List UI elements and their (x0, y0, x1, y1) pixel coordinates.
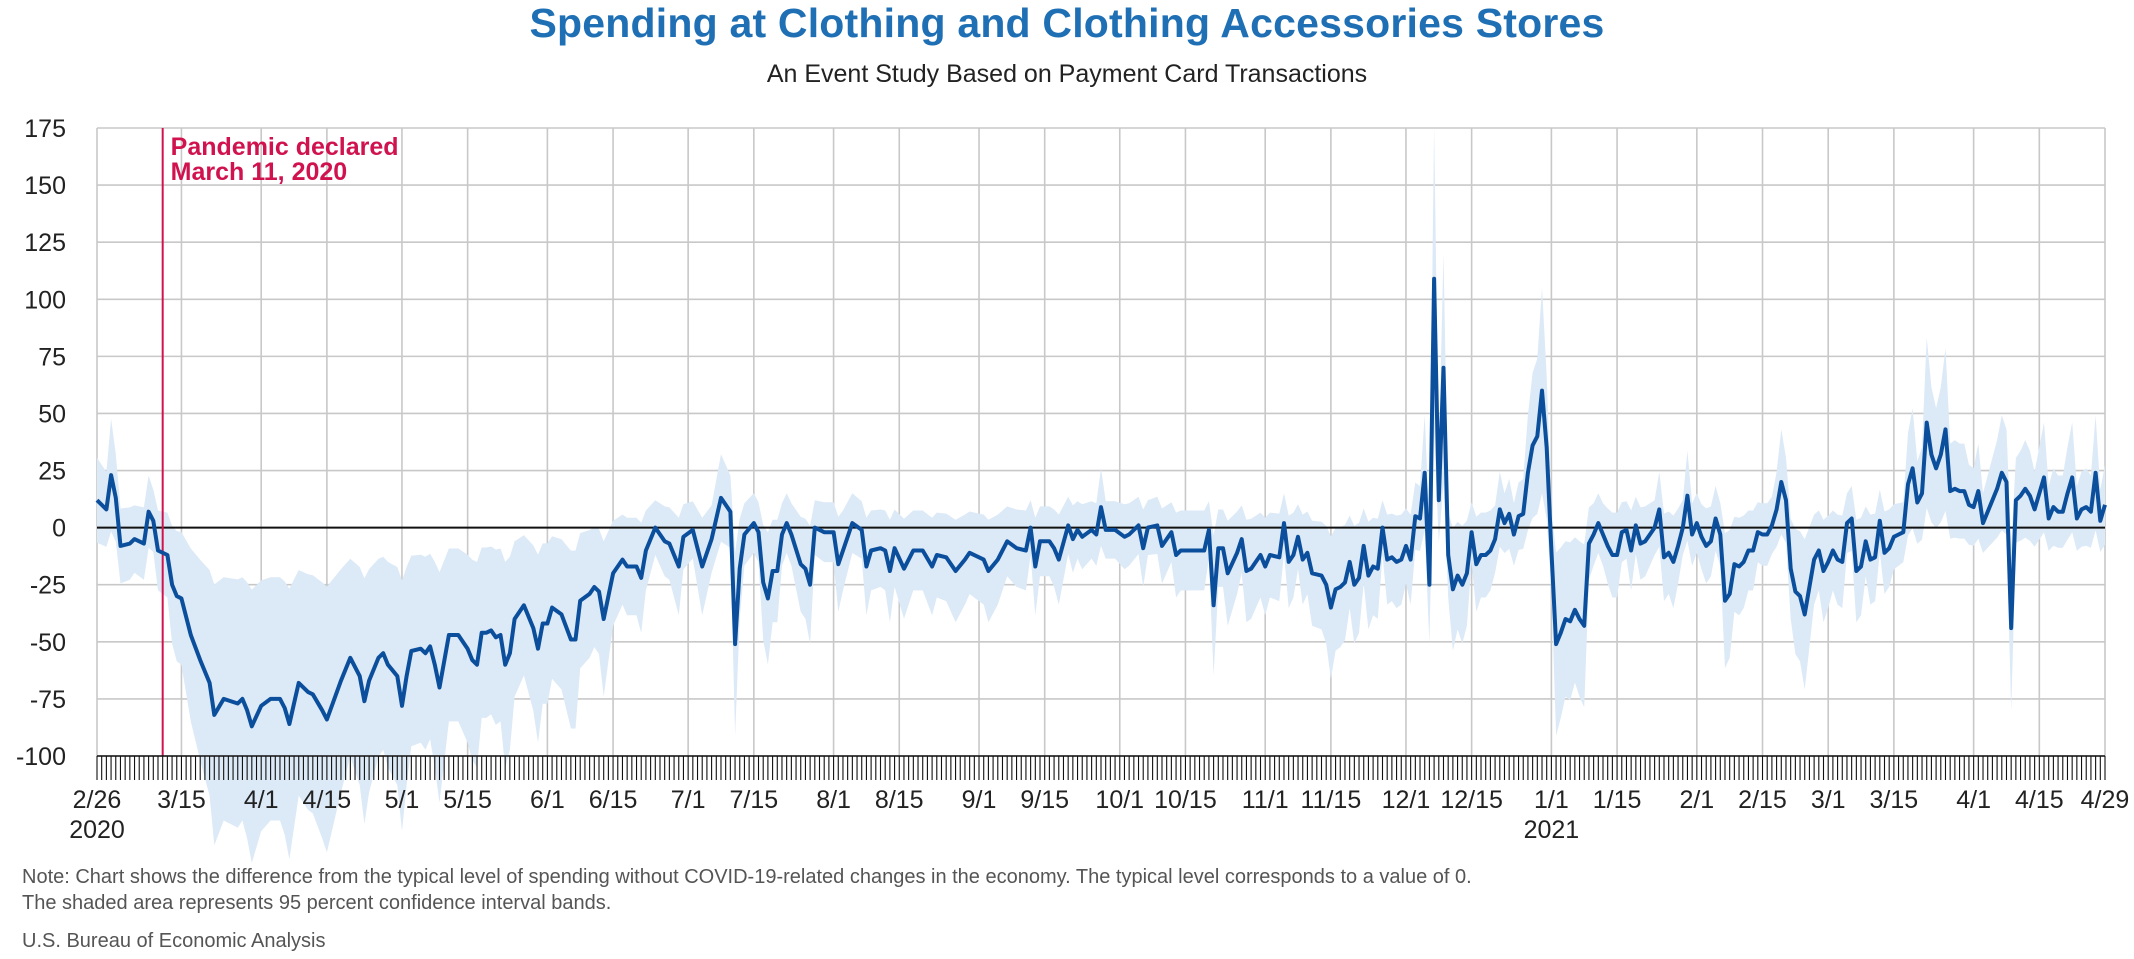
chart-note-line-2: The shaded area represents 95 percent co… (22, 892, 612, 914)
x-year-label: 2020 (69, 816, 125, 844)
x-tick-label: 10/15 (1154, 786, 1217, 814)
y-tick-label: 175 (24, 115, 66, 143)
y-tick-label: 125 (24, 229, 66, 257)
y-tick-label: -100 (16, 743, 66, 771)
x-tick-label: 2/15 (1738, 786, 1787, 814)
y-tick-label: 150 (24, 172, 66, 200)
x-minor-ticks (96, 756, 2106, 780)
x-tick-label: 7/1 (671, 786, 706, 814)
y-axis: 175 150 125 100 75 50 25 0 -25 -50 -75 -100 (16, 115, 66, 771)
x-tick-label: 2/26 (73, 786, 122, 814)
x-tick-label: 3/1 (1811, 786, 1846, 814)
x-tick-label: 4/15 (2015, 786, 2064, 814)
spending-series-line (95, 276, 2107, 729)
chart-title: Spending at Clothing and Clothing Access… (529, 0, 1605, 46)
x-tick-label: 1/15 (1593, 786, 1642, 814)
x-tick-label: 9/1 (962, 786, 997, 814)
x-tick-label: 6/15 (589, 786, 638, 814)
x-tick-label: 7/15 (729, 786, 778, 814)
chart-note-line-1: Note: Chart shows the difference from th… (22, 866, 1472, 888)
x-tick-label: 5/15 (443, 786, 492, 814)
x-tick-label: 8/15 (875, 786, 924, 814)
y-tick-label: 100 (24, 286, 66, 314)
y-tick-label: 0 (52, 515, 66, 543)
x-tick-label: 1/1 (1534, 786, 1569, 814)
x-tick-label: 4/1 (1956, 786, 1991, 814)
x-tick-label: 2/1 (1679, 786, 1714, 814)
pandemic-label-line-1: Pandemic declared (171, 133, 399, 161)
x-tick-label: 9/15 (1020, 786, 1069, 814)
x-tick-label: 5/1 (385, 786, 420, 814)
x-tick-label: 10/1 (1095, 786, 1144, 814)
x-tick-label: 12/15 (1440, 786, 1503, 814)
y-tick-label: 50 (38, 400, 66, 428)
pandemic-label-line-2: March 11, 2020 (171, 158, 348, 186)
x-tick-label: 11/15 (1301, 786, 1362, 814)
y-tick-label: -75 (30, 686, 66, 714)
x-tick-label: 6/1 (530, 786, 565, 814)
chart-subtitle: An Event Study Based on Payment Card Tra… (766, 60, 1368, 88)
y-tick-label: 25 (38, 458, 66, 486)
y-tick-label: 75 (38, 343, 66, 371)
x-tick-label: 3/15 (157, 786, 206, 814)
x-tick-label: 4/15 (303, 786, 352, 814)
confidence-band (97, 125, 2105, 863)
x-tick-label: 11/1 (1242, 786, 1289, 814)
x-tick-label: 12/1 (1382, 786, 1431, 814)
chart-source: U.S. Bureau of Economic Analysis (22, 930, 326, 952)
x-tick-label: 3/15 (1870, 786, 1919, 814)
x-tick-label: 8/1 (816, 786, 851, 814)
y-tick-label: -50 (30, 629, 66, 657)
y-tick-label: -25 (30, 572, 66, 600)
x-tick-label: 4/29 (2081, 786, 2130, 814)
x-year-label: 2021 (1524, 816, 1580, 844)
x-tick-label: 4/1 (244, 786, 279, 814)
